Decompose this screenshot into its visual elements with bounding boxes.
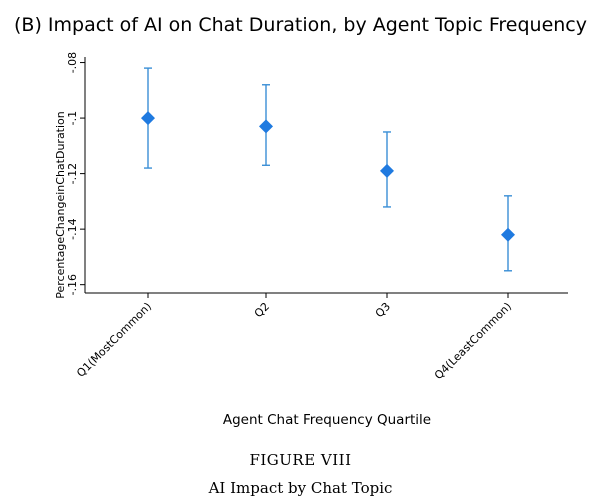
- x-ticks: Q1(MostCommon) Q2 Q3 Q4(LeastCommon): [74, 293, 514, 382]
- y-tick-label: -.16: [66, 274, 79, 295]
- y-tick-label: -.12: [66, 163, 79, 184]
- figure-caption: AI Impact by Chat Topic: [208, 479, 393, 497]
- data-point: [259, 119, 273, 134]
- x-tick-label: Q2: [252, 300, 272, 320]
- chart-title: (B) Impact of AI on Chat Duration, by Ag…: [14, 14, 587, 36]
- x-tick-label: Q4(LeastCommon): [432, 300, 514, 382]
- data-point: [380, 163, 394, 178]
- figure-label: FIGURE VIII: [249, 451, 352, 469]
- y-axis-label: PercentageChangeinChatDuration: [54, 111, 67, 299]
- x-axis-label: Agent Chat Frequency Quartile: [223, 412, 431, 428]
- x-tick-label: Q1(MostCommon): [74, 300, 154, 380]
- x-tick-label: Q3: [373, 300, 393, 320]
- y-tick-label: -.14: [66, 218, 79, 239]
- data-point: [141, 111, 155, 126]
- y-ticks: -.08 -.1 -.12 -.14 -.16: [66, 52, 85, 295]
- data-points: [141, 111, 515, 242]
- error-bars: [144, 67, 512, 272]
- y-tick-label: -.08: [66, 52, 79, 73]
- data-point: [501, 227, 515, 242]
- y-tick-label: -.1: [66, 111, 79, 125]
